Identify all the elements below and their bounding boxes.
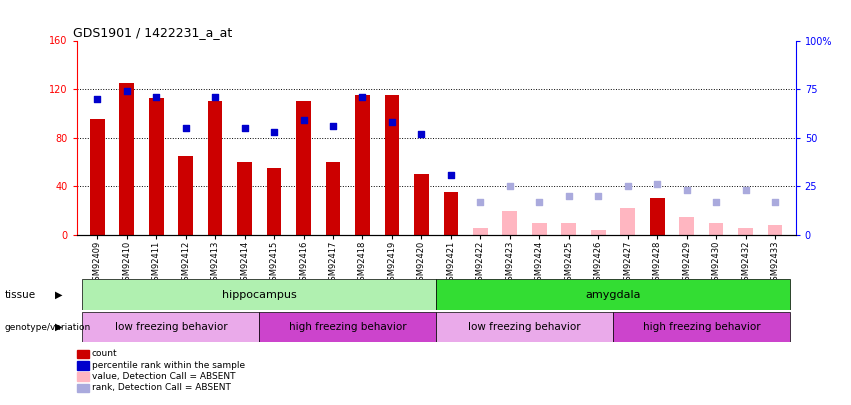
Point: [150, 94, 163, 100]
Point: [650, 181, 664, 188]
Bar: [679, 217, 694, 235]
Bar: [266, 168, 282, 235]
Bar: [562, 223, 576, 235]
Point: [591, 193, 605, 199]
Bar: [443, 192, 458, 235]
Bar: [83, 279, 437, 310]
Point: [120, 88, 134, 94]
Point: [444, 171, 458, 178]
Text: genotype/variation: genotype/variation: [4, 322, 90, 332]
Bar: [119, 83, 134, 235]
Point: [709, 198, 722, 205]
Text: low freezing behavior: low freezing behavior: [115, 322, 227, 332]
Point: [90, 96, 104, 102]
Point: [533, 198, 546, 205]
Point: [179, 125, 192, 131]
Text: low freezing behavior: low freezing behavior: [468, 322, 581, 332]
Point: [739, 187, 752, 194]
Bar: [502, 211, 517, 235]
Bar: [83, 312, 260, 342]
Bar: [208, 101, 222, 235]
Point: [414, 130, 428, 137]
Bar: [90, 119, 105, 235]
Bar: [296, 101, 311, 235]
Bar: [178, 156, 193, 235]
Bar: [237, 162, 252, 235]
Bar: [414, 174, 429, 235]
Point: [267, 129, 281, 135]
Text: count: count: [92, 350, 117, 358]
Text: ▶: ▶: [55, 290, 63, 300]
Bar: [385, 95, 399, 235]
Point: [680, 187, 694, 194]
Text: percentile rank within the sample: percentile rank within the sample: [92, 361, 245, 370]
Bar: [738, 228, 753, 235]
Text: hippocampus: hippocampus: [222, 290, 297, 300]
Bar: [437, 312, 613, 342]
Bar: [591, 230, 606, 235]
Bar: [326, 162, 340, 235]
Bar: [613, 312, 790, 342]
Text: ▶: ▶: [55, 322, 63, 332]
Bar: [355, 95, 370, 235]
Bar: [650, 198, 665, 235]
Bar: [149, 98, 163, 235]
Point: [356, 94, 369, 100]
Point: [208, 94, 222, 100]
Text: GDS1901 / 1422231_a_at: GDS1901 / 1422231_a_at: [73, 26, 232, 39]
Bar: [532, 223, 546, 235]
Bar: [709, 223, 723, 235]
Bar: [473, 228, 488, 235]
Bar: [437, 279, 790, 310]
Point: [503, 183, 517, 190]
Point: [237, 125, 251, 131]
Point: [473, 198, 487, 205]
Text: value, Detection Call = ABSENT: value, Detection Call = ABSENT: [92, 372, 236, 381]
Point: [621, 183, 635, 190]
Point: [386, 119, 399, 126]
Text: high freezing behavior: high freezing behavior: [643, 322, 760, 332]
Text: high freezing behavior: high freezing behavior: [288, 322, 407, 332]
Text: rank, Detection Call = ABSENT: rank, Detection Call = ABSENT: [92, 384, 231, 392]
Point: [768, 198, 782, 205]
Bar: [260, 312, 437, 342]
Point: [562, 193, 575, 199]
Text: tissue: tissue: [4, 290, 36, 300]
Bar: [768, 225, 782, 235]
Bar: [620, 208, 635, 235]
Point: [326, 123, 340, 129]
Text: amygdala: amygdala: [585, 290, 641, 300]
Point: [297, 117, 311, 124]
